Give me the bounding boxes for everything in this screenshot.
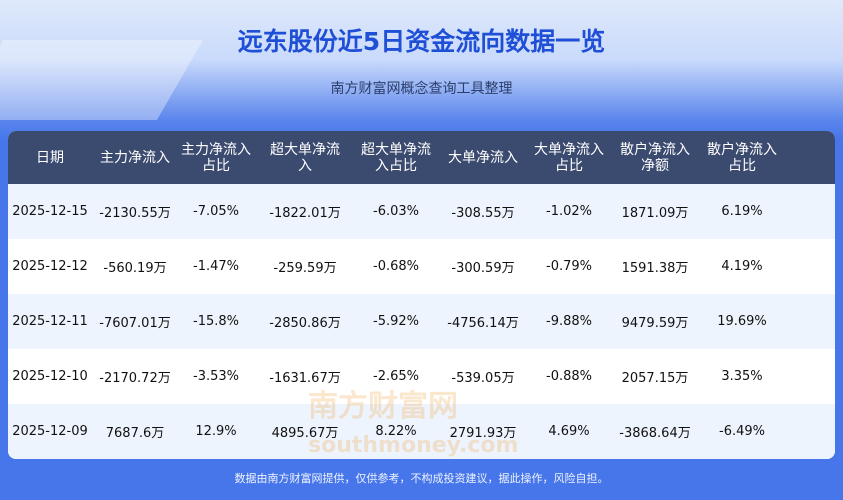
table-cell: 1871.09万 xyxy=(621,206,689,221)
table-cell: 2025-12-15 xyxy=(12,204,88,219)
table-header: 日期 主力净流入 主力净流入 占比 超大单净流入超大单净流 入占比 大单净流入 大单净流入 占比… xyxy=(8,131,835,184)
table-cell: -560.19万 xyxy=(103,261,167,276)
column-header: 主力净流入 xyxy=(100,149,170,166)
table-cell: -539.05万 xyxy=(451,371,515,386)
table-row: 2025-12-15 -2130.55万 -7.05% -1822.01万 -6.03%… xyxy=(8,184,835,239)
column-header: 大单净流入 占比 xyxy=(534,141,604,174)
table-cell: -2170.72万 xyxy=(99,371,171,386)
table-cell: 2025-12-10 xyxy=(12,369,88,384)
table-row: 2025-12-12 -560.19万 -1.47% -259.59万 -0.68% -3… xyxy=(8,239,835,294)
table-cell: -1631.67万 xyxy=(269,371,341,386)
table-cell: -2850.86万 xyxy=(269,316,341,331)
table-cell: -6.03% xyxy=(373,204,419,219)
table-cell: -7607.01万 xyxy=(99,316,171,331)
table-row: 2025-12-11 -7607.01万 -15.8% -2850.86万 -5.92%… xyxy=(8,294,835,349)
table-cell: -300.59万 xyxy=(451,261,515,276)
table-cell: -1.47% xyxy=(193,259,239,274)
table-cell: -4756.14万 xyxy=(447,316,519,331)
table-cell: 7687.6万 xyxy=(105,426,165,441)
column-header: 主力净流入 占比 xyxy=(181,141,251,174)
table-cell: 4.19% xyxy=(721,259,763,274)
table-cell: -6.49% xyxy=(719,424,765,439)
table-cell: -2.65% xyxy=(373,369,419,384)
table-cell: 19.69% xyxy=(717,314,767,329)
table-cell: 2025-12-12 xyxy=(12,259,88,274)
table-cell: -3.53% xyxy=(193,369,239,384)
table-cell: -308.55万 xyxy=(451,206,515,221)
page-subtitle: 南方财富网概念查询工具整理 xyxy=(330,81,513,97)
table-cell: -3868.64万 xyxy=(619,426,691,441)
table-cell: -0.68% xyxy=(373,259,419,274)
table-cell: -7.05% xyxy=(193,204,239,219)
table-cell: 1591.38万 xyxy=(621,261,689,276)
table-cell: 12.9% xyxy=(195,424,237,439)
table-row: 2025-12-10 -2170.72万 -3.53% -1631.67万 -2.65%… xyxy=(8,349,835,404)
table-cell: -1.02% xyxy=(546,204,592,219)
table-cell: 6.19% xyxy=(721,204,763,219)
table-cell: -1822.01万 xyxy=(269,206,341,221)
table-cell: -9.88% xyxy=(546,314,592,329)
column-header: 超大单净流 入占比 xyxy=(361,141,431,174)
column-header: 日期 xyxy=(36,149,64,166)
table-row: 2025-12-09 7687.6万 12.9% 4895.67万 8.22% 2791.… xyxy=(8,404,835,459)
table-cell: 2057.15万 xyxy=(621,371,689,386)
table-cell: 3.35% xyxy=(721,369,763,384)
table-cell: 8.22% xyxy=(375,424,417,439)
table-cell: 2025-12-09 xyxy=(12,424,88,439)
table-cell: -0.79% xyxy=(546,259,592,274)
table-cell: 4895.67万 xyxy=(271,426,339,441)
table-cell: -15.8% xyxy=(193,314,239,329)
column-header: 散户净流入 净额 xyxy=(620,141,690,174)
table-cell: -5.92% xyxy=(373,314,419,329)
column-header: 超大单净流入 xyxy=(270,141,340,174)
table-cell: -259.59万 xyxy=(273,261,337,276)
disclaimer: 数据由南方财富网提供，仅供参考，不构成投资建议，据此操作，风险自担。 xyxy=(234,472,609,485)
table-cell: 9479.59万 xyxy=(621,316,689,331)
column-header: 大单净流入 xyxy=(448,149,518,166)
data-table: 日期 主力净流入 主力净流入 占比 超大单净流入超大单净流 入占比 大单净流入 大单净流入 占比… xyxy=(8,131,835,459)
table-cell: -0.88% xyxy=(546,369,592,384)
column-header: 散户净流入 占比 xyxy=(707,141,777,174)
table-cell: 2791.93万 xyxy=(449,426,517,441)
table-cell: 2025-12-11 xyxy=(12,314,88,329)
page-title: 远东股份近5日资金流向数据一览 xyxy=(237,27,606,56)
table-cell: -2130.55万 xyxy=(99,206,171,221)
table-cell: 4.69% xyxy=(548,424,590,439)
